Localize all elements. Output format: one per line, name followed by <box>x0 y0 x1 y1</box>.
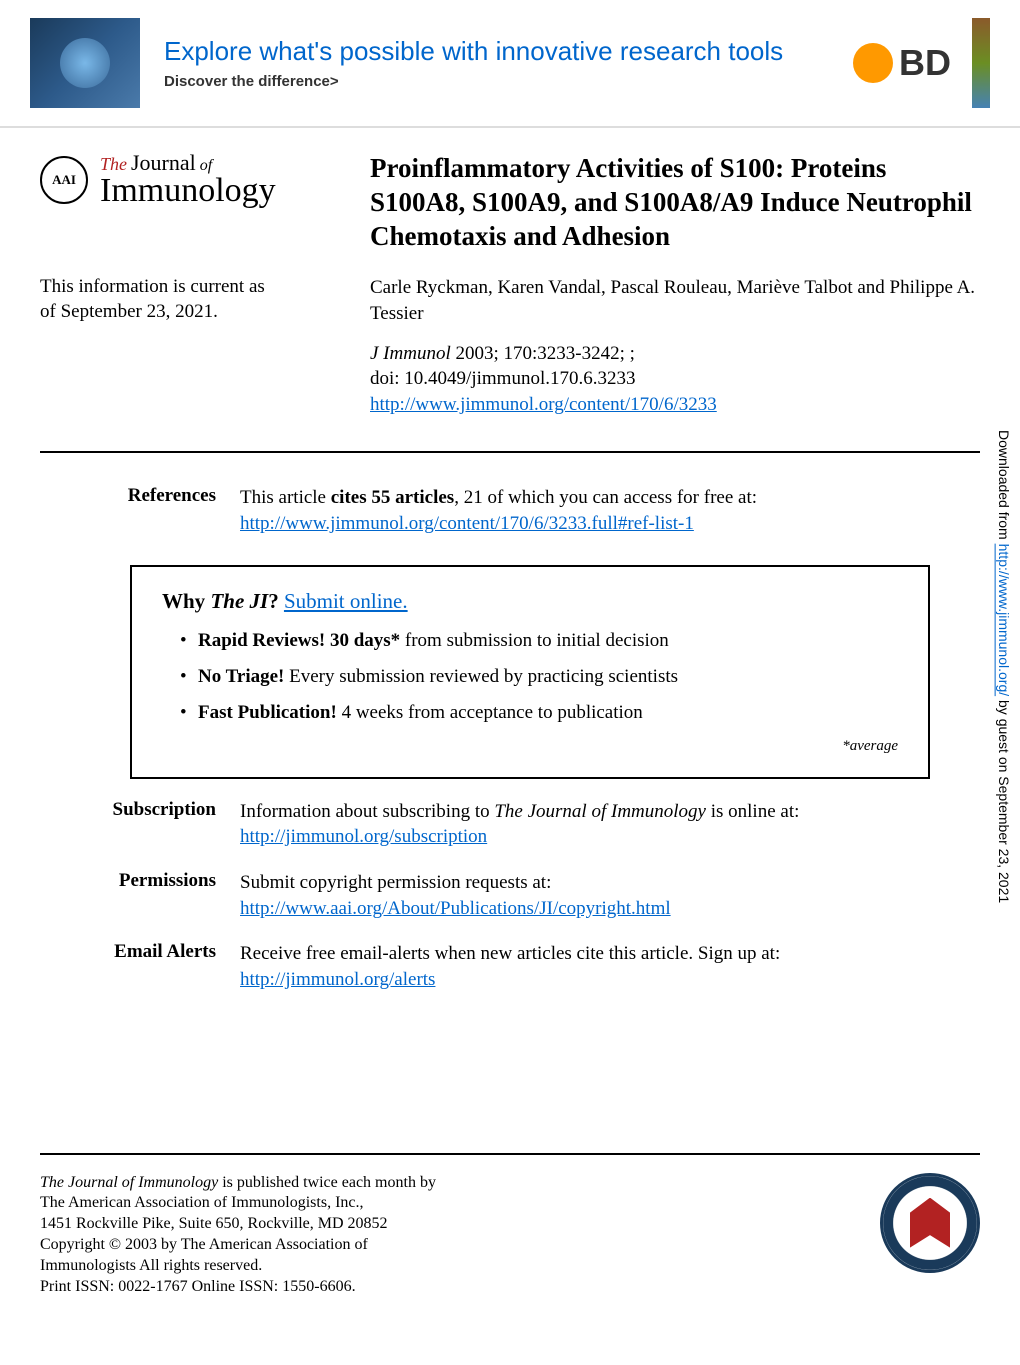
sidebar-url-link[interactable]: http://www.jimmunol.org/ <box>996 544 1012 697</box>
why-bullet-3: Fast Publication! 4 weeks from acceptanc… <box>180 702 898 724</box>
permissions-url-link[interactable]: http://www.aai.org/About/Publications/JI… <box>240 898 671 919</box>
permissions-section: Permissions Submit copyright permission … <box>0 860 1020 931</box>
why-bullet-1: Rapid Reviews! 30 days* from submission … <box>180 630 898 652</box>
header-row: AAI The Journal of Immunology Proinflamm… <box>0 128 1020 263</box>
references-url-link[interactable]: http://www.jimmunol.org/content/170/6/32… <box>240 513 694 534</box>
meta-row: This information is current as of Septem… <box>0 263 1020 437</box>
email-alerts-body: Receive free email-alerts when new artic… <box>240 941 980 992</box>
aai-seal-icon: AAI <box>40 156 88 204</box>
permissions-label: Permissions <box>40 870 240 921</box>
bd-logo: BD <box>842 33 962 93</box>
banner-thumbnail <box>30 18 140 108</box>
page-container: Explore what's possible with innovative … <box>0 0 1020 1327</box>
subscription-url-link[interactable]: http://jimmunol.org/subscription <box>240 826 487 847</box>
citation-doi: doi: 10.4049/jimmunol.170.6.3233 <box>370 368 635 389</box>
subscription-label: Subscription <box>40 799 240 850</box>
subscription-body: Information about subscribing to The Jou… <box>240 799 980 850</box>
why-footnote: **averageaverage <box>162 738 898 755</box>
citation-journal: J Immunol <box>370 343 451 364</box>
why-ji-box: Why The JI? Submit online. Rapid Reviews… <box>130 565 930 779</box>
email-alerts-label: Email Alerts <box>40 941 240 992</box>
ad-banner[interactable]: Explore what's possible with innovative … <box>0 0 1020 128</box>
bd-logo-text: BD <box>899 42 951 84</box>
banner-text-block: Explore what's possible with innovative … <box>164 36 822 90</box>
download-sidebar: Downloaded from http://www.jimmunol.org/… <box>996 430 1012 903</box>
references-label: References <box>40 485 240 536</box>
article-title-block: Proinflammatory Activities of S100: Prot… <box>340 152 980 253</box>
references-section: References This article cites 55 article… <box>0 467 1020 554</box>
submit-online-link[interactable]: Submit online. <box>284 589 408 613</box>
why-list: Rapid Reviews! 30 days* from submission … <box>162 630 898 724</box>
banner-title: Explore what's possible with innovative … <box>164 36 822 67</box>
banner-subtitle: Discover the difference> <box>164 73 822 90</box>
authors-citation: Carle Ryckman, Karen Vandal, Pascal Roul… <box>340 275 980 417</box>
spacer <box>0 1003 1020 1143</box>
aai-footer-seal-icon <box>880 1173 980 1273</box>
citation-url-link[interactable]: http://www.jimmunol.org/content/170/6/32… <box>370 394 717 415</box>
why-title: Why The JI? Submit online. <box>162 589 898 614</box>
journal-logo: AAI The Journal of Immunology <box>40 152 340 208</box>
email-alerts-section: Email Alerts Receive free email-alerts w… <box>0 931 1020 1002</box>
footer-divider <box>40 1153 980 1155</box>
footer-text: The Journal of Immunology is published t… <box>40 1173 850 1298</box>
divider <box>40 451 980 453</box>
references-body: This article cites 55 articles, 21 of wh… <box>240 485 980 536</box>
bd-burst-icon <box>853 43 893 83</box>
currency-note: This information is current as of Septem… <box>40 275 340 417</box>
email-alerts-url-link[interactable]: http://jimmunol.org/alerts <box>240 969 435 990</box>
permissions-body: Submit copyright permission requests at:… <box>240 870 980 921</box>
journal-name: The Journal of Immunology <box>100 152 276 208</box>
authors: Carle Ryckman, Karen Vandal, Pascal Roul… <box>370 275 980 326</box>
citation: J Immunol 2003; 170:3233-3242; ; doi: 10… <box>370 341 980 418</box>
why-bullet-2: No Triage! Every submission reviewed by … <box>180 666 898 688</box>
footer-row: The Journal of Immunology is published t… <box>0 1165 1020 1328</box>
article-title: Proinflammatory Activities of S100: Prot… <box>370 152 980 253</box>
subscription-section: Subscription Information about subscribi… <box>0 789 1020 860</box>
color-stripe <box>972 18 990 108</box>
